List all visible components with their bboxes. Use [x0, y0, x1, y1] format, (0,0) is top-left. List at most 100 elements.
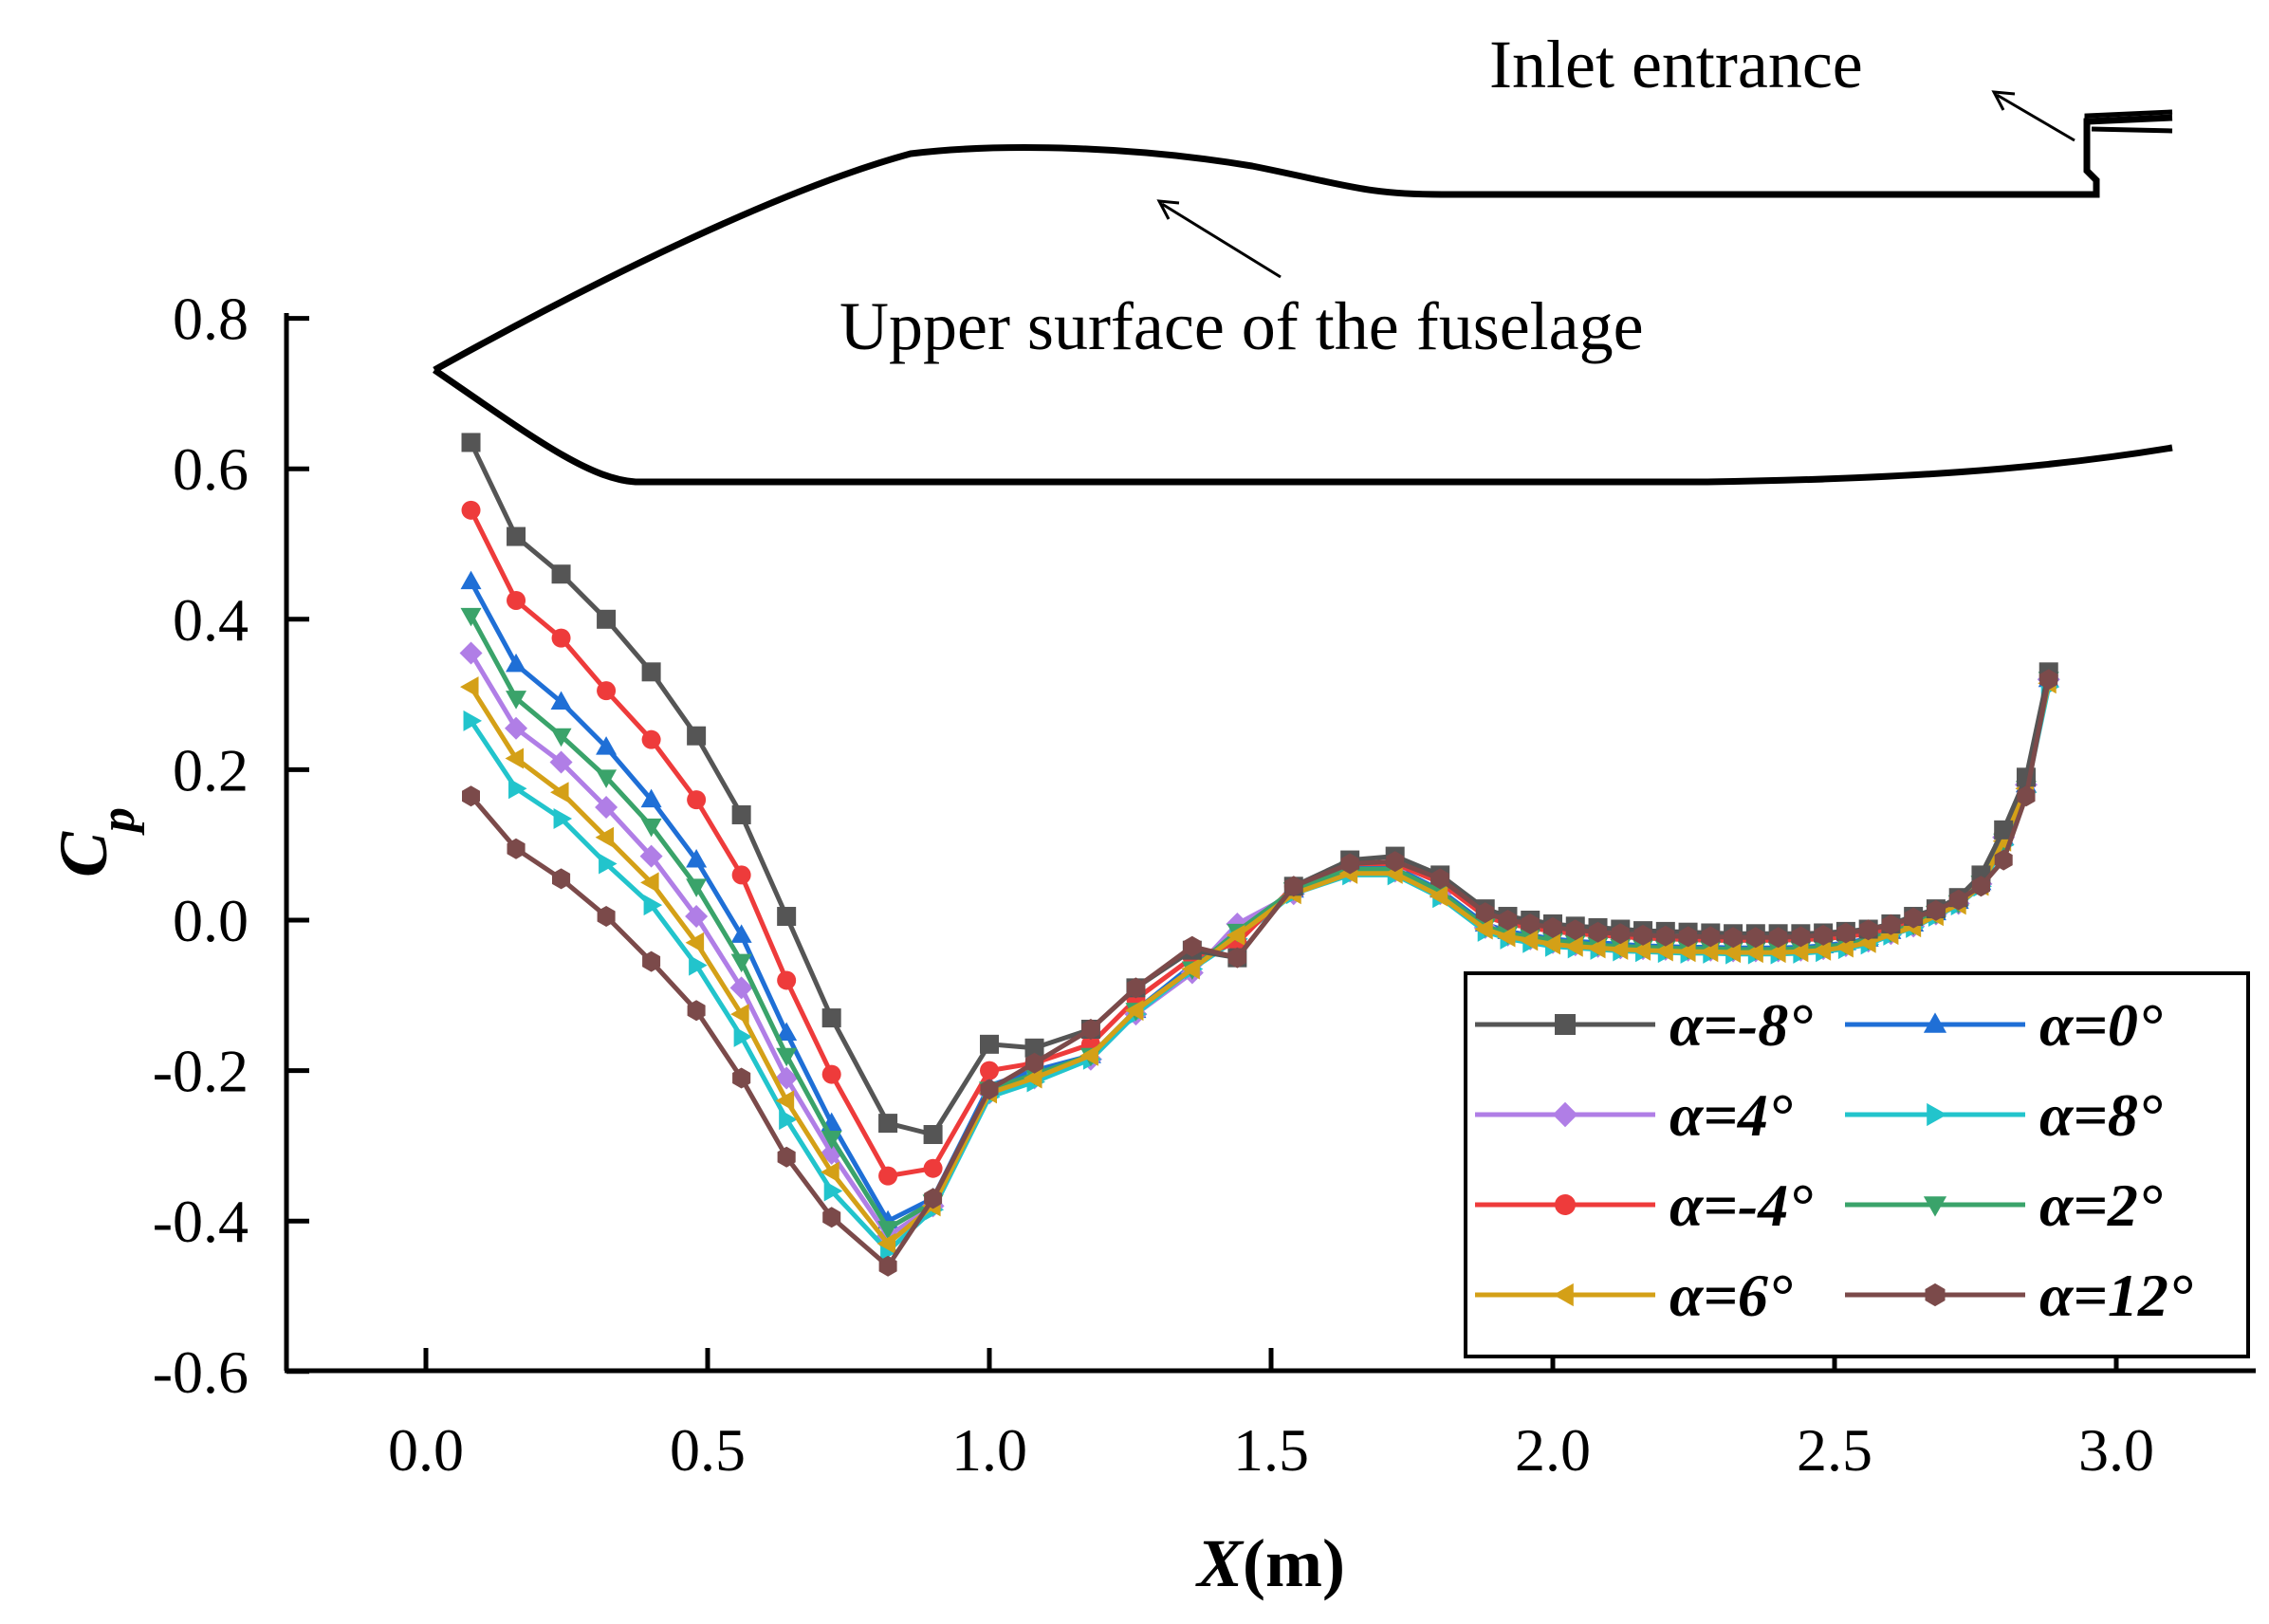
- y-tick-label: 0.2: [173, 736, 249, 803]
- data-point: [1541, 933, 1560, 955]
- data-point: [461, 433, 481, 452]
- data-point: [1024, 1038, 1044, 1058]
- x-tick-label: 1.5: [1233, 1416, 1309, 1484]
- legend-label: α=12°: [2039, 1262, 2193, 1329]
- data-point: [460, 676, 479, 698]
- data-point: [1079, 1044, 1098, 1066]
- data-point: [595, 826, 615, 848]
- data-point: [877, 1221, 899, 1240]
- legend-marker: [1553, 1283, 1574, 1307]
- data-point: [1126, 977, 1145, 999]
- data-point: [1994, 820, 2014, 840]
- x-tick-label: 3.0: [2078, 1416, 2154, 1484]
- data-point: [463, 710, 483, 731]
- data-point: [775, 1090, 795, 1112]
- data-point: [641, 729, 661, 749]
- legend-marker: [1552, 1101, 1578, 1128]
- fuselage-outline: [433, 109, 2173, 486]
- data-point: [685, 932, 705, 953]
- data-point: [822, 1207, 841, 1228]
- x-tick-label: 0.0: [388, 1416, 464, 1484]
- legend-entry: α=6°: [1475, 1262, 1793, 1329]
- axis-ticks: 0.8 0.6 0.4 0.2 0.0 -0.2 -0.4 -0.6 0.0 0.5 1.0 1.5 2…: [153, 286, 2154, 1484]
- data-point: [1812, 939, 1832, 961]
- y-axis-title-subscript: p: [91, 807, 145, 836]
- fuselage-lower-contour: [433, 367, 2173, 486]
- data-point: [1566, 919, 1585, 941]
- data-point: [1994, 849, 2013, 871]
- data-point: [551, 564, 571, 584]
- data-point: [1124, 1000, 1144, 1022]
- legend-entry: α=-8°: [1475, 991, 1813, 1059]
- data-point: [689, 954, 708, 976]
- data-point: [550, 728, 572, 747]
- data-point: [505, 716, 528, 740]
- data-point: [2039, 669, 2058, 691]
- data-point: [687, 790, 707, 810]
- data-point: [1496, 926, 1516, 948]
- data-point: [550, 782, 569, 803]
- legend-marker: [1925, 1283, 1946, 1307]
- data-point: [597, 609, 617, 629]
- inlet-annotation: Inlet entrance: [1489, 27, 1863, 102]
- data-point: [1949, 889, 1968, 911]
- data-point: [1521, 914, 1540, 934]
- data-point: [1881, 914, 1900, 935]
- x-axis-title: X(m): [1195, 1525, 1345, 1601]
- legend-label: α=6°: [1669, 1262, 1793, 1329]
- data-point: [730, 953, 752, 973]
- data-point: [1474, 918, 1493, 940]
- data-point: [686, 878, 708, 897]
- data-point: [507, 526, 526, 546]
- data-point: [924, 1188, 943, 1209]
- data-point: [1181, 958, 1200, 980]
- data-point: [507, 590, 526, 610]
- data-point: [821, 1161, 839, 1183]
- legend-entry: α=-4°: [1475, 1172, 1813, 1239]
- legend-label: α=4°: [1669, 1081, 1793, 1149]
- data-point: [642, 950, 661, 972]
- data-point: [1927, 899, 1946, 921]
- data-point: [878, 1114, 898, 1134]
- legend-label: α=0°: [2039, 991, 2163, 1059]
- fuselage-upper-contour: [433, 114, 2173, 374]
- y-tick-label: -0.4: [153, 1188, 249, 1255]
- data-point: [643, 895, 663, 916]
- data-point: [821, 1130, 842, 1150]
- data-point: [597, 681, 617, 701]
- data-point: [821, 1064, 841, 1084]
- data-point: [1791, 926, 1810, 948]
- data-point: [1724, 927, 1743, 949]
- data-point: [730, 1004, 749, 1025]
- legend-label: α=2°: [2039, 1172, 2163, 1239]
- data-point: [1744, 942, 1763, 964]
- data-point: [878, 1255, 897, 1277]
- data-point: [732, 1067, 751, 1089]
- data-point: [980, 1034, 999, 1054]
- data-point: [595, 796, 618, 820]
- y-tick-label: 0.6: [173, 435, 249, 503]
- data-point: [1183, 935, 1202, 957]
- data-point: [776, 1022, 798, 1041]
- data-point: [1587, 937, 1606, 959]
- data-point: [923, 1125, 943, 1145]
- data-point: [1836, 922, 1855, 944]
- data-point: [1789, 941, 1809, 963]
- data-point: [1656, 925, 1675, 947]
- data-point: [1814, 924, 1833, 946]
- y-tick-label: -0.6: [153, 1338, 249, 1406]
- inlet-lip: [2084, 109, 2173, 134]
- data-point: [1835, 936, 1854, 958]
- data-point: [1476, 902, 1495, 924]
- data-point: [553, 807, 573, 829]
- data-point: [730, 924, 752, 943]
- legend: α=-8° α=0° α=4° α=8° α=-4° α=2° α=6° α=12°: [1464, 971, 2250, 1358]
- data-point: [597, 906, 616, 927]
- data-point: [687, 726, 707, 746]
- data-point: [505, 747, 525, 769]
- data-point: [775, 1066, 799, 1090]
- data-point: [596, 736, 618, 755]
- series-7: [462, 669, 2058, 1277]
- data-point: [876, 1232, 896, 1254]
